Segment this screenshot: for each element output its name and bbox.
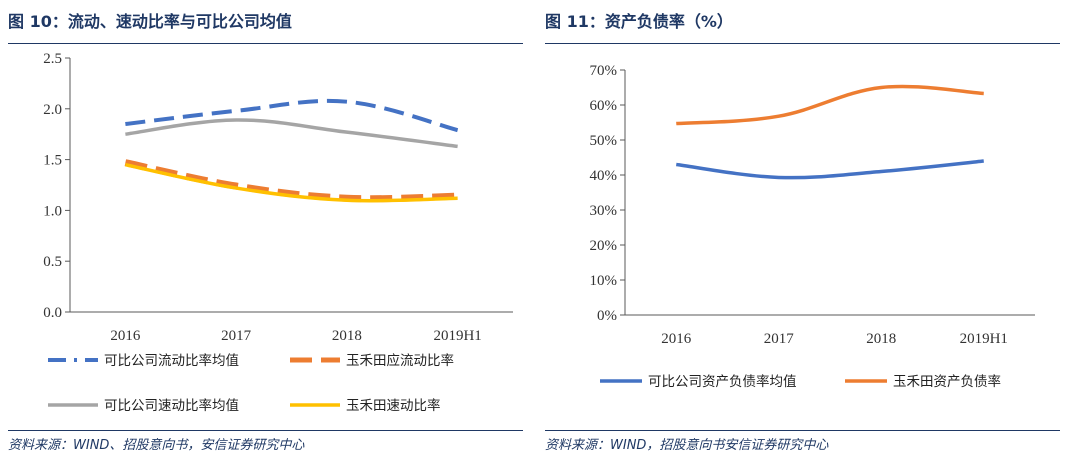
fig10-y-tick-label: 0.0 xyxy=(43,305,62,321)
fig10-series-line-3 xyxy=(125,118,458,149)
fig11-legend-label-2: 玉禾田资产负债率 xyxy=(893,373,1001,390)
figure-11-panel: 图 11：资产负债率（%） 0% 10% 20% 30% 40% 50% 60% 70% 201… xyxy=(545,0,1060,464)
fig10-y-tick-label: 0.5 xyxy=(43,254,62,270)
fig10-y-tick-label: 2.5 xyxy=(43,51,62,67)
fig10-x-tick-label: 2018 xyxy=(332,328,362,344)
fig11-y-tick-label: 50% xyxy=(590,133,618,149)
fig11-x-tick-label: 2017 xyxy=(764,331,795,347)
fig11-x-tick-label: 2018 xyxy=(866,331,896,347)
fig10-x-tick-label: 2017 xyxy=(221,328,252,344)
fig10-series-line-4 xyxy=(125,162,458,203)
fig11-y-tick-label: 30% xyxy=(590,203,618,219)
fig11-y-tick-label: 40% xyxy=(590,168,618,184)
fig10-y-tick-label: 1.5 xyxy=(43,153,62,169)
figure-10-source: 资料来源：WIND、招股意向书，安信证券研究中心 xyxy=(8,438,305,453)
fig10-x-tick-label: 2019H1 xyxy=(433,328,481,344)
fig10-x-tick-label: 2016 xyxy=(110,328,141,344)
fig11-x-tick-label: 2019H1 xyxy=(960,331,1008,347)
fig11-x-tick-label: 2016 xyxy=(661,331,692,347)
fig11-legend-label-1: 可比公司资产负债率均值 xyxy=(648,373,797,390)
figure-10-title-rule xyxy=(8,43,523,44)
figure-11-chart: 0% 10% 20% 30% 40% 50% 60% 70% 2016 2017 2018 2019H… xyxy=(590,63,1035,390)
fig11-y-tick-label: 60% xyxy=(590,98,618,114)
figure-10-title: 图 10：流动、速动比率与可比公司均值 xyxy=(8,12,292,31)
fig10-series-line-1 xyxy=(125,98,459,133)
figure-10-source-rule xyxy=(8,430,523,431)
figure-10-chart: 0.0 0.5 1.0 1.5 2.0 2.5 2016 2017 2018 2019H1 可比公司… xyxy=(43,51,513,414)
figure-10-panel: 图 10：流动、速动比率与可比公司均值 0.0 0.5 1.0 1.5 2.0 2.5 20… xyxy=(8,0,523,464)
fig11-y-tick-label: 20% xyxy=(590,238,618,254)
fig10-series-line-2 xyxy=(124,159,458,203)
fig11-series-line-2 xyxy=(676,84,984,126)
fig10-y-tick-label: 2.0 xyxy=(43,102,62,118)
figure-11-source-rule xyxy=(545,430,1060,431)
figure-11-title: 图 11：资产负债率（%） xyxy=(545,12,733,31)
fig11-series-line-1 xyxy=(676,159,984,180)
fig10-legend-label-2: 玉禾田应流动比率 xyxy=(346,352,454,369)
fig11-y-tick-label: 10% xyxy=(590,273,618,289)
fig11-y-tick-label: 0% xyxy=(597,308,617,324)
figure-11-source: 资料来源：WIND，招股意向书安信证券研究中心 xyxy=(545,438,829,453)
fig10-legend-label-3: 可比公司速动比率均值 xyxy=(104,397,239,414)
fig10-legend-label-1: 可比公司流动比率均值 xyxy=(104,352,239,369)
figure-11-title-rule xyxy=(545,43,1060,44)
fig10-legend-label-4: 玉禾田速动比率 xyxy=(346,397,441,414)
fig10-y-tick-label: 1.0 xyxy=(43,203,62,219)
fig11-y-tick-label: 70% xyxy=(590,63,618,79)
